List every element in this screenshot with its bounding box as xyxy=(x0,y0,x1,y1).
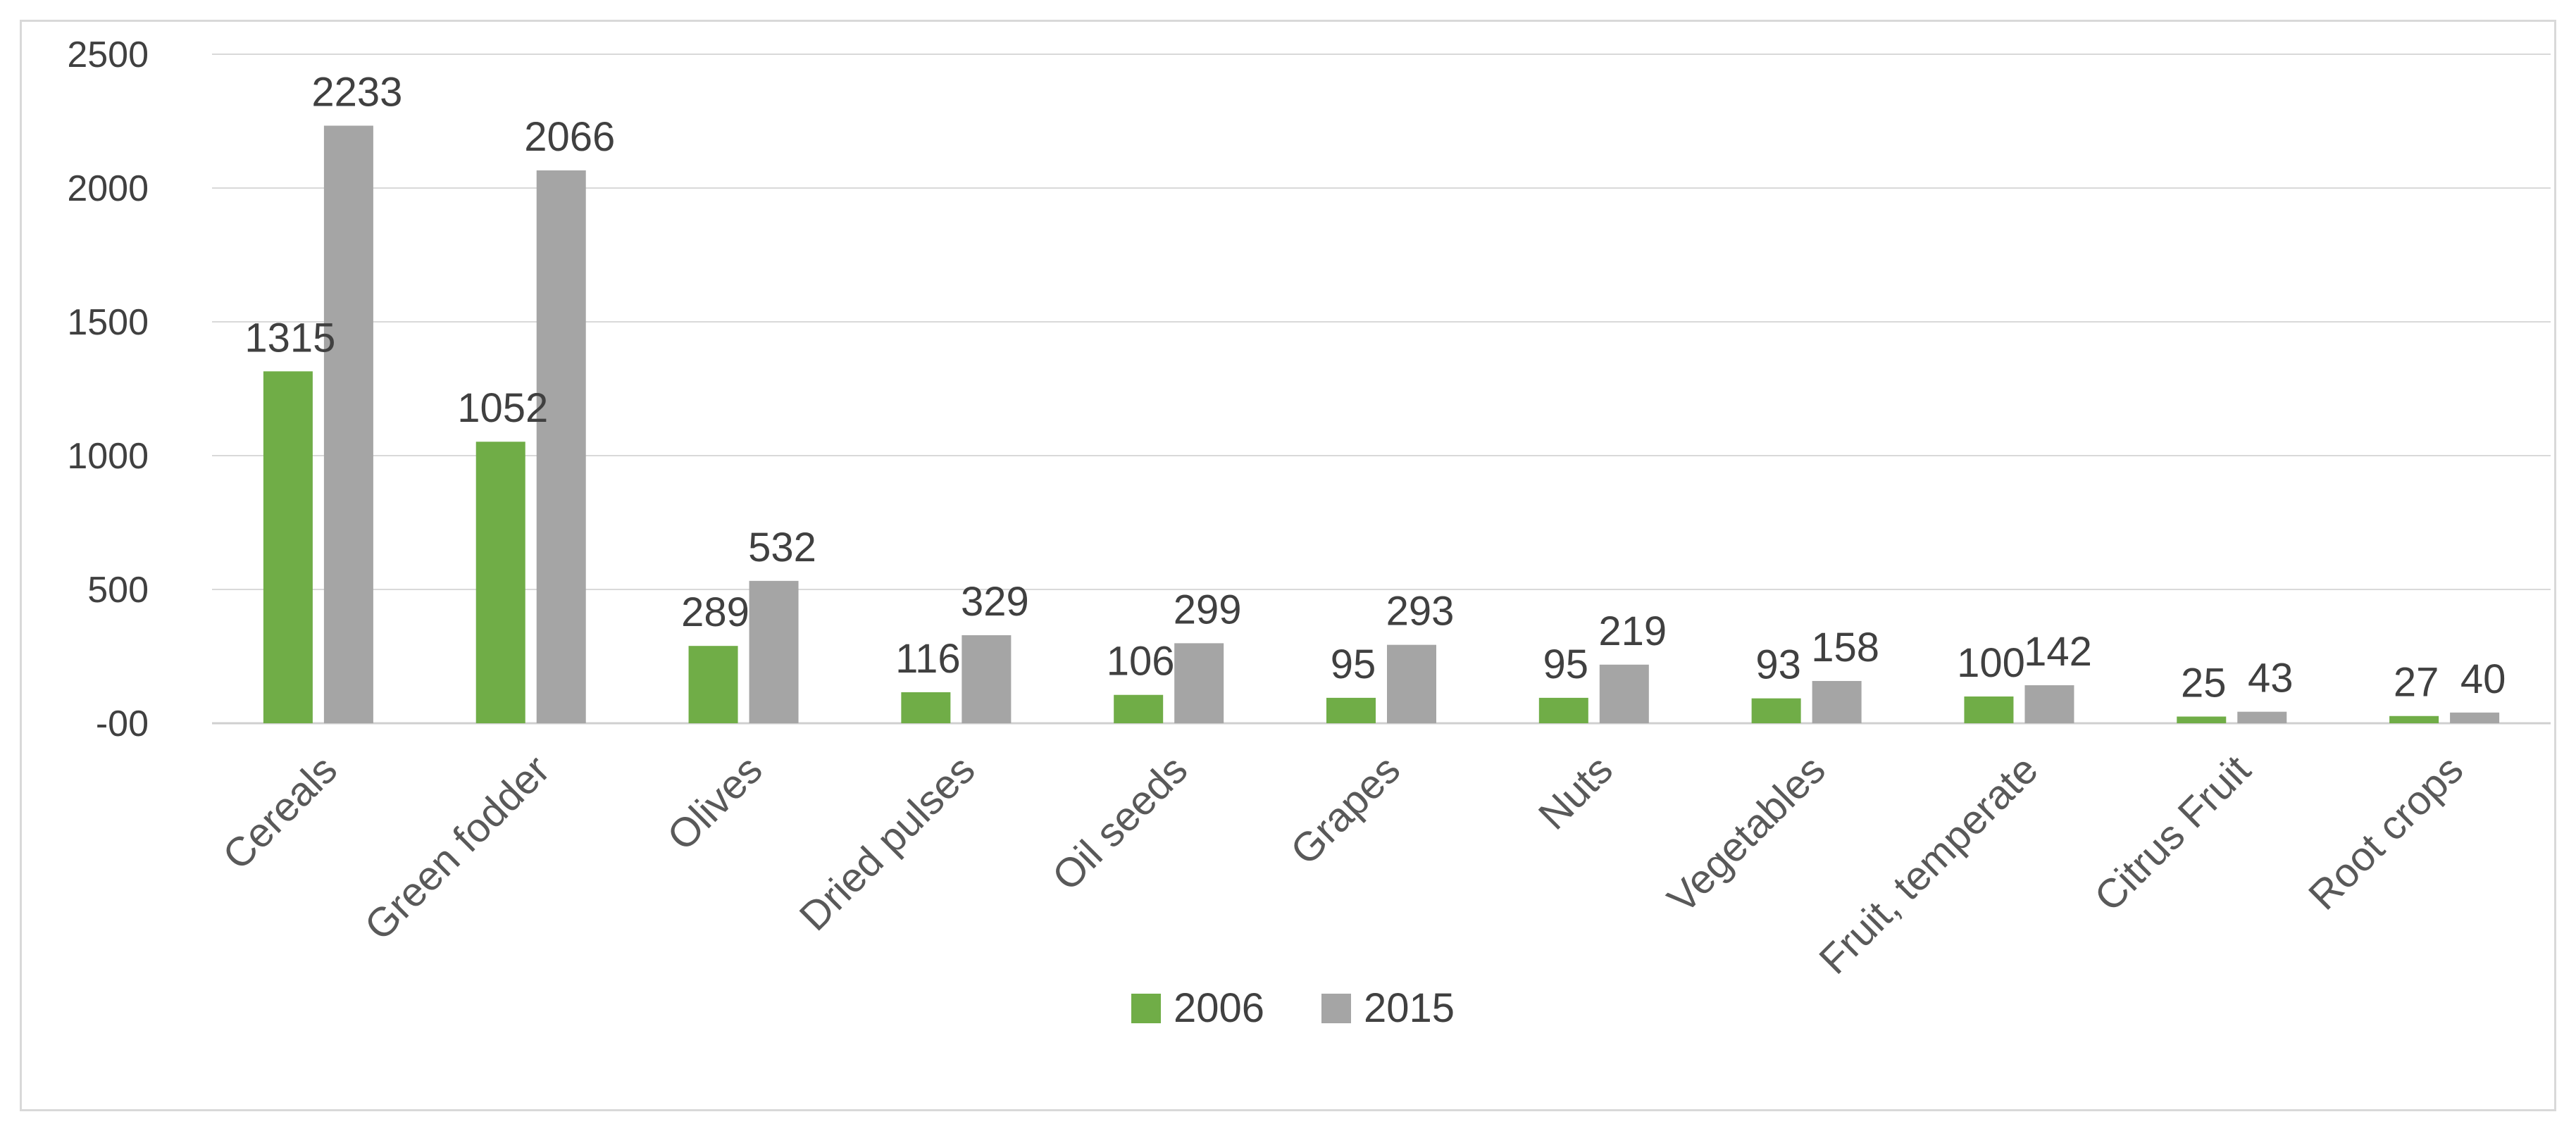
data-label: 299 xyxy=(1174,587,1242,632)
bar-2015 xyxy=(536,170,586,724)
data-label: 25 xyxy=(2181,661,2227,706)
gridlines xyxy=(212,54,2551,725)
data-label: 106 xyxy=(1107,639,1175,685)
y-tick-label: 500 xyxy=(87,570,149,611)
bar-2015 xyxy=(749,580,799,723)
bar-2015 xyxy=(323,125,373,723)
legend-swatch-2006 xyxy=(1131,994,1161,1023)
category-label: Vegetables xyxy=(1659,746,1834,922)
data-label: 293 xyxy=(1386,589,1455,635)
bar-2015 xyxy=(1174,643,1224,723)
bar-2006 xyxy=(1326,697,1376,723)
data-label: 43 xyxy=(2248,656,2294,701)
y-axis-ticks: -00 500 1000 1500 2000 2500 xyxy=(67,35,149,744)
y-tick-label: 1000 xyxy=(67,436,149,477)
bar-chart: -00 500 1000 1500 2000 2500 1315 2233 1052 2066 2… xyxy=(67,35,2551,1031)
y-tick-label: 2500 xyxy=(67,35,149,75)
bar-2006 xyxy=(1538,697,1588,723)
bar-2006 xyxy=(688,646,738,723)
bar-2006 xyxy=(263,371,313,723)
legend-swatch-2015 xyxy=(1321,994,1351,1023)
y-tick-label: 1500 xyxy=(67,302,149,343)
legend: 2006 2015 xyxy=(1131,985,1455,1031)
data-label: 93 xyxy=(1755,642,1801,688)
bar-2015 xyxy=(2024,685,2074,723)
category-label: Fruit, temperate xyxy=(1810,746,2046,982)
category-label: Citrus Fruit xyxy=(2086,746,2259,920)
data-label: 1052 xyxy=(457,385,548,431)
bar-2006 xyxy=(2177,716,2227,723)
category-label: Grapes xyxy=(1282,746,1409,873)
chart-frame: -00 500 1000 1500 2000 2500 1315 2233 1052 2066 2… xyxy=(20,20,2556,1111)
data-label: 116 xyxy=(895,636,960,682)
x-axis-categories: Cereals Green fodder Olives Dried pulses Oil… xyxy=(214,746,2472,982)
category-label: Dried pulses xyxy=(791,746,984,939)
bar-2015 xyxy=(1387,644,1436,723)
data-label: 100 xyxy=(1957,640,2025,686)
category-label: Green fodder xyxy=(356,746,559,949)
category-label: Olives xyxy=(659,746,771,859)
data-label: 40 xyxy=(2460,656,2506,702)
bar-2006 xyxy=(475,442,525,723)
data-label: 329 xyxy=(961,579,1029,625)
data-label: 142 xyxy=(2024,629,2092,675)
bar-2006 xyxy=(1114,694,1164,723)
legend-label: 2015 xyxy=(1364,985,1455,1031)
bar-2015 xyxy=(2237,711,2287,723)
category-label: Nuts xyxy=(1530,746,1622,838)
data-label: 95 xyxy=(1543,642,1589,687)
bar-2015 xyxy=(1599,664,1649,723)
y-tick-label: -00 xyxy=(96,704,149,744)
data-label: 158 xyxy=(1811,625,1879,670)
data-label: 2066 xyxy=(524,114,615,160)
bar-2015 xyxy=(2450,712,2500,723)
data-labels: 1315223310522066289532116329106299952939… xyxy=(244,69,2506,706)
category-label: Oil seeds xyxy=(1043,746,1196,899)
data-label: 532 xyxy=(748,525,816,570)
data-label: 2233 xyxy=(311,69,402,115)
bar-2015 xyxy=(962,635,1012,723)
data-label: 219 xyxy=(1598,608,1667,654)
data-label: 1315 xyxy=(244,315,335,361)
legend-label: 2006 xyxy=(1174,985,1264,1031)
data-label: 289 xyxy=(681,589,749,635)
bars xyxy=(263,125,2500,724)
bar-2006 xyxy=(1964,696,2014,723)
bar-2015 xyxy=(1812,680,1862,723)
bar-2006 xyxy=(901,692,951,723)
bar-2006 xyxy=(1751,698,1801,723)
bar-2006 xyxy=(2389,716,2439,723)
data-label: 95 xyxy=(1331,642,1376,687)
y-tick-label: 2000 xyxy=(67,168,149,209)
category-label: Root crops xyxy=(2300,746,2472,918)
data-label: 27 xyxy=(2394,660,2439,706)
category-label: Cereals xyxy=(214,746,346,878)
